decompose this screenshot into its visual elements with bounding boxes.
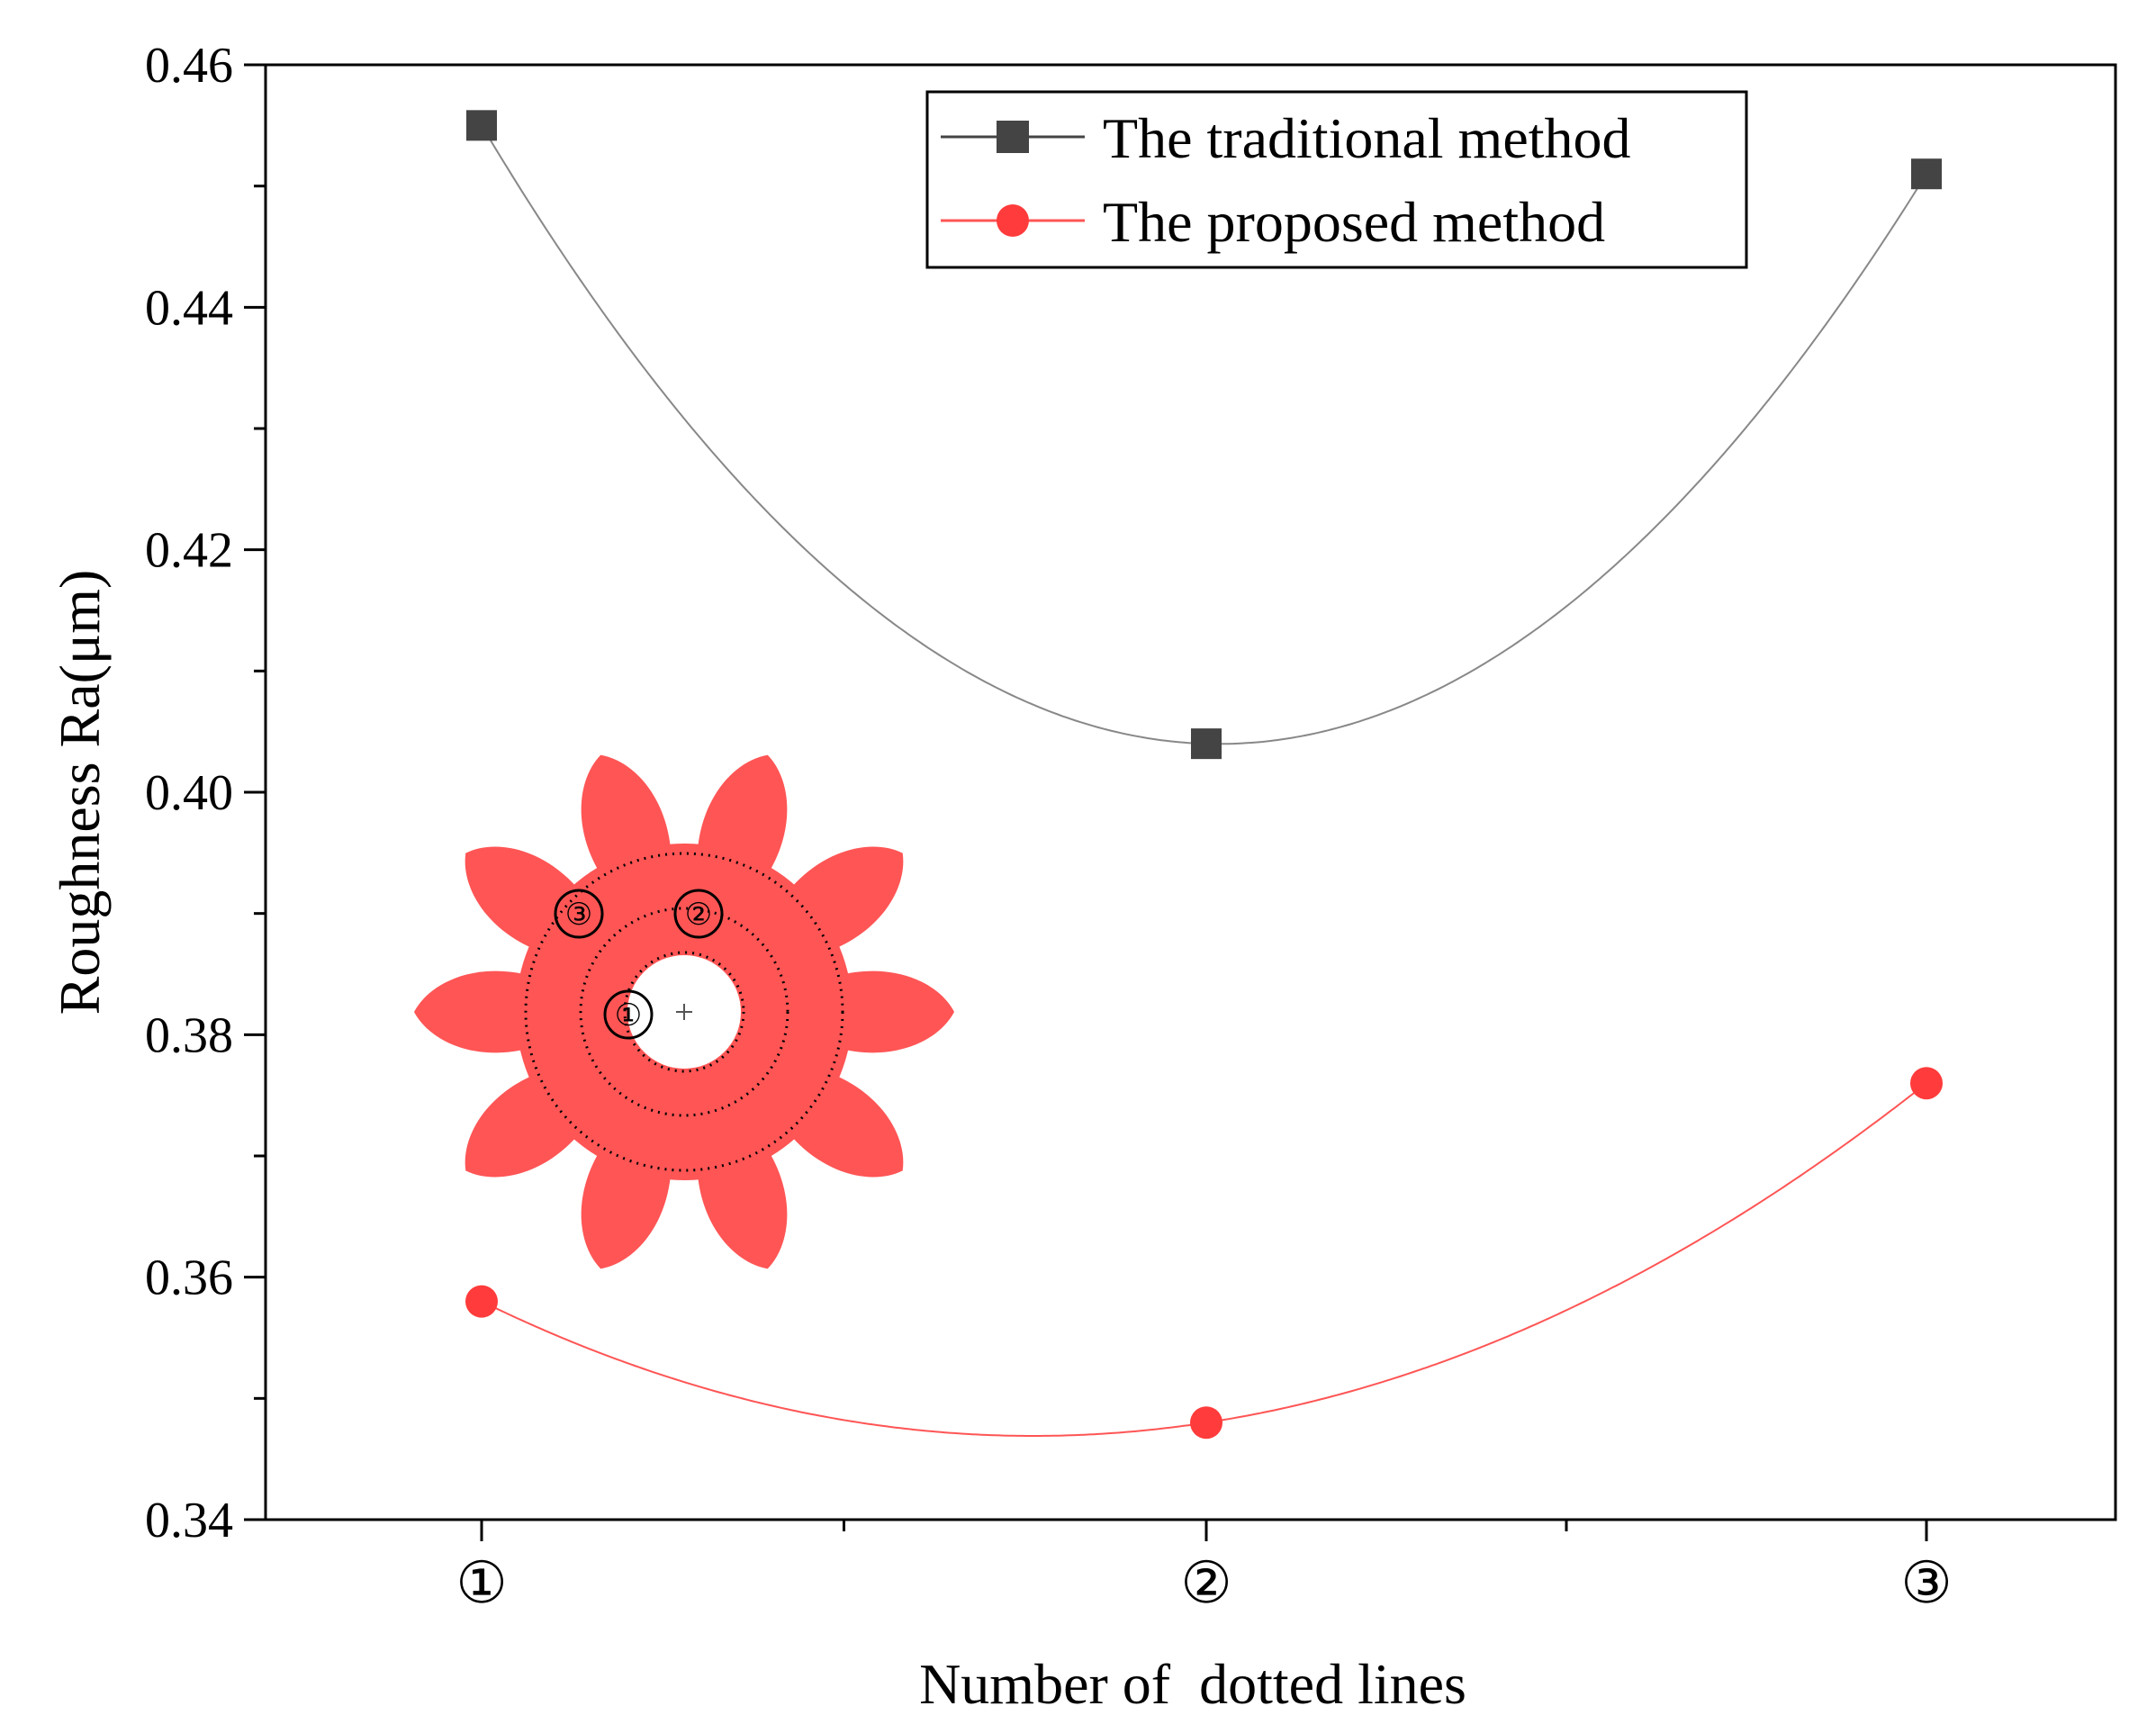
legend-marker-square bbox=[997, 121, 1029, 153]
gear-marker-2: ② bbox=[673, 889, 724, 939]
legend-marker-circle bbox=[997, 204, 1029, 237]
gear-marker-3: ③ bbox=[554, 889, 604, 939]
gear-tooth bbox=[581, 1146, 672, 1269]
gear-inset: ① ② ③ bbox=[414, 754, 954, 1269]
gear-tooth bbox=[414, 970, 531, 1053]
y-tick-label: 0.42 bbox=[145, 523, 233, 579]
svg-text:①: ① bbox=[615, 999, 642, 1033]
svg-text:③: ③ bbox=[565, 898, 592, 932]
y-tick-label: 0.34 bbox=[145, 1493, 233, 1548]
data-point-traditional-1 bbox=[466, 110, 497, 141]
gear-tooth bbox=[697, 754, 788, 878]
center-cross bbox=[676, 1004, 692, 1020]
gear-marker-1: ① bbox=[603, 989, 654, 1040]
y-tick-label: 0.38 bbox=[145, 1007, 233, 1063]
plot-frame bbox=[264, 63, 2117, 1521]
gear-tooth bbox=[837, 970, 954, 1053]
y-tick-label: 0.46 bbox=[145, 38, 233, 94]
legend-item-proposed: The proposed method bbox=[941, 190, 1605, 254]
y-tick-label: 0.40 bbox=[145, 765, 233, 821]
legend-box bbox=[925, 90, 1748, 269]
data-point-traditional-3 bbox=[1911, 158, 1942, 190]
x-axis: ① ② ③ bbox=[456, 1520, 1953, 1615]
dotted-line-3 bbox=[524, 852, 844, 1172]
legend: The traditional method The proposed meth… bbox=[925, 90, 1748, 269]
x-axis-title: Number of dotted lines bbox=[919, 1652, 1466, 1716]
legend-label-traditional: The traditional method bbox=[1103, 106, 1631, 170]
y-axis-title: Roughness Ra(μm) bbox=[48, 570, 112, 1015]
data-point-proposed-3 bbox=[1910, 1067, 1943, 1100]
gear-tooth bbox=[697, 1146, 788, 1269]
x-tick-label: ② bbox=[1180, 1551, 1231, 1615]
data-point-proposed-2 bbox=[1190, 1406, 1222, 1440]
x-tick-label: ① bbox=[456, 1551, 507, 1615]
y-axis: 0.34 0.36 0.38 0.40 0.42 0.44 0.46 bbox=[145, 38, 266, 1548]
legend-item-traditional: The traditional method bbox=[941, 106, 1631, 170]
y-tick-label: 0.44 bbox=[145, 280, 233, 336]
data-point-traditional-2 bbox=[1191, 728, 1222, 760]
data-point-proposed-1 bbox=[465, 1285, 498, 1318]
y-tick-label: 0.36 bbox=[145, 1250, 233, 1306]
series-layer bbox=[465, 110, 1943, 1440]
dotted-line-1 bbox=[623, 951, 745, 1073]
gear-tooth bbox=[581, 754, 672, 878]
dotted-line-2 bbox=[579, 907, 789, 1117]
svg-text:②: ② bbox=[685, 898, 712, 932]
legend-label-proposed: The proposed method bbox=[1103, 190, 1605, 254]
x-tick-label: ③ bbox=[1900, 1551, 1952, 1615]
